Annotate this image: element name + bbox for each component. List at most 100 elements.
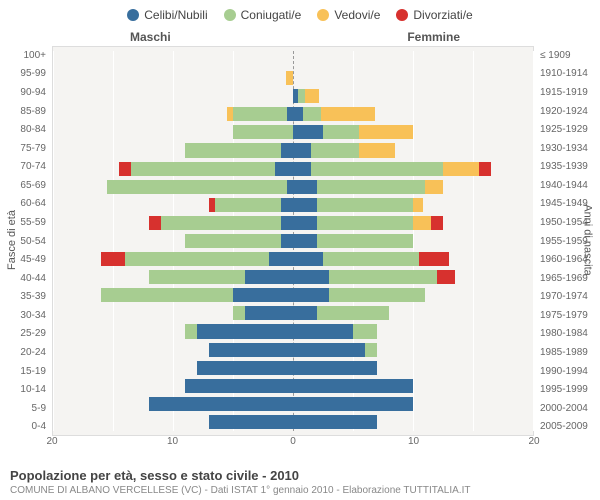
seg-celibi	[293, 234, 317, 248]
age-label: 5-9	[0, 399, 50, 418]
seg-coniugati	[185, 143, 281, 157]
seg-celibi	[197, 324, 293, 338]
seg-celibi	[293, 216, 317, 230]
age-label: 55-59	[0, 213, 50, 232]
year-label: 1955-1959	[536, 232, 600, 251]
seg-celibi	[209, 343, 293, 357]
age-label: 40-44	[0, 269, 50, 288]
male-bar	[53, 216, 293, 230]
x-tick: 20	[46, 436, 57, 447]
pyramid-row	[53, 234, 533, 248]
seg-coniugati	[185, 324, 197, 338]
seg-celibi	[269, 252, 293, 266]
seg-celibi	[245, 270, 293, 284]
seg-coniugati	[233, 306, 245, 320]
pyramid-row	[53, 288, 533, 302]
seg-vedovi	[413, 198, 423, 212]
legend-dot-icon	[396, 9, 408, 21]
seg-vedovi	[286, 71, 293, 85]
age-label: 60-64	[0, 195, 50, 214]
seg-vedovi	[359, 125, 413, 139]
year-label: 1950-1954	[536, 213, 600, 232]
seg-coniugati	[317, 216, 413, 230]
seg-coniugati	[131, 162, 275, 176]
seg-divorziati	[431, 216, 443, 230]
age-label: 50-54	[0, 232, 50, 251]
seg-celibi	[275, 162, 293, 176]
year-label: 2000-2004	[536, 399, 600, 418]
seg-celibi	[293, 198, 317, 212]
seg-celibi	[149, 397, 293, 411]
seg-coniugati	[107, 180, 287, 194]
male-bar	[53, 71, 293, 85]
male-bar	[53, 415, 293, 429]
female-bar	[293, 143, 533, 157]
x-tick: 0	[290, 436, 296, 447]
year-label: 1960-1964	[536, 250, 600, 269]
legend: Celibi/NubiliConiugati/eVedovi/eDivorzia…	[0, 0, 600, 26]
female-bar	[293, 198, 533, 212]
year-label: 1920-1924	[536, 102, 600, 121]
year-label: 1935-1939	[536, 157, 600, 176]
age-label: 95-99	[0, 65, 50, 84]
seg-celibi	[281, 234, 293, 248]
seg-celibi	[293, 361, 377, 375]
age-label: 70-74	[0, 157, 50, 176]
seg-coniugati	[317, 234, 413, 248]
year-label: 1925-1929	[536, 120, 600, 139]
age-label: 75-79	[0, 139, 50, 158]
pyramid-row	[53, 162, 533, 176]
seg-vedovi	[425, 180, 443, 194]
pyramid-row	[53, 361, 533, 375]
label-maschi: Maschi	[130, 30, 171, 44]
seg-celibi	[293, 288, 329, 302]
seg-celibi	[209, 415, 293, 429]
legend-dot-icon	[317, 9, 329, 21]
chart-inner	[53, 51, 533, 431]
male-bar	[53, 53, 293, 67]
seg-coniugati	[323, 252, 419, 266]
seg-coniugati	[353, 324, 377, 338]
male-bar	[53, 180, 293, 194]
plot-area	[52, 46, 534, 436]
legend-label: Coniugati/e	[241, 8, 302, 22]
year-label: 1930-1934	[536, 139, 600, 158]
chart-title: Popolazione per età, sesso e stato civil…	[10, 468, 590, 483]
seg-celibi	[245, 306, 293, 320]
pyramid-row	[53, 343, 533, 357]
seg-coniugati	[311, 162, 443, 176]
male-bar	[53, 270, 293, 284]
x-tick: 10	[167, 436, 178, 447]
male-bar	[53, 361, 293, 375]
male-bar	[53, 343, 293, 357]
seg-coniugati	[317, 180, 425, 194]
seg-coniugati	[215, 198, 281, 212]
year-label: 1980-1984	[536, 325, 600, 344]
seg-divorziati	[479, 162, 491, 176]
seg-divorziati	[119, 162, 131, 176]
footer: Popolazione per età, sesso e stato civil…	[10, 468, 590, 496]
chart-container: Celibi/NubiliConiugati/eVedovi/eDivorzia…	[0, 0, 600, 500]
female-bar	[293, 306, 533, 320]
seg-celibi	[233, 288, 293, 302]
seg-divorziati	[437, 270, 455, 284]
pyramid-row	[53, 143, 533, 157]
age-label: 15-19	[0, 362, 50, 381]
female-bar	[293, 343, 533, 357]
legend-label: Divorziati/e	[413, 8, 472, 22]
seg-vedovi	[359, 143, 395, 157]
pyramid-row	[53, 107, 533, 121]
year-label: 2005-2009	[536, 418, 600, 437]
seg-celibi	[293, 252, 323, 266]
seg-celibi	[293, 415, 377, 429]
seg-coniugati	[298, 89, 305, 103]
age-label: 90-94	[0, 83, 50, 102]
pyramid-row	[53, 415, 533, 429]
male-bar	[53, 379, 293, 393]
pyramid-row	[53, 306, 533, 320]
legend-item-coniugati: Coniugati/e	[224, 8, 302, 22]
legend-label: Vedovi/e	[334, 8, 380, 22]
female-bar	[293, 107, 533, 121]
age-label: 35-39	[0, 288, 50, 307]
seg-coniugati	[101, 288, 233, 302]
